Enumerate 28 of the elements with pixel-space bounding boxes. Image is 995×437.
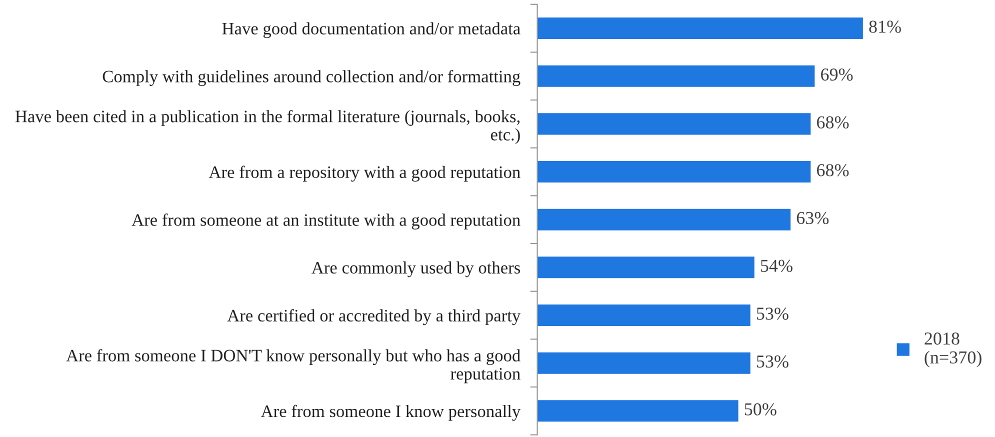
bar (537, 352, 750, 374)
bar (537, 113, 811, 135)
data-label: 69% (821, 68, 853, 81)
y-tick-label: Comply with guidelines around collection and/or formatting (102, 70, 520, 86)
y-tick-label: Have been cited in a publication in the formal literature (journals, books, etc.) (15, 110, 520, 144)
data-label: 54% (760, 260, 792, 272)
data-label: 53% (756, 308, 788, 320)
bar (537, 208, 791, 230)
data-label: 81% (869, 20, 901, 33)
y-tick-label: Are certified or accredited by a third party (227, 309, 521, 326)
data-label: 68% (817, 116, 849, 129)
y-tick-label: Are commonly used by others (312, 261, 520, 278)
bar (537, 18, 863, 40)
y-tick-label: Are from someone at an institute with a good reputation (132, 213, 520, 230)
legend-label: 2018 (n=370) (924, 332, 982, 368)
y-tick-label: Are from someone I know personally (260, 404, 521, 421)
bar (537, 400, 738, 422)
y-tick-label: Are from someone I DON'T know personally but who has a good reputation (66, 349, 520, 384)
y-tick-label: Are from a repository with a good reputation (208, 166, 520, 182)
bar (537, 256, 754, 278)
bar (537, 304, 750, 326)
data-label: 50% (744, 403, 776, 416)
y-tick-label: Have good documentation and/or metadata (222, 22, 520, 38)
bar (537, 65, 815, 87)
bar (537, 161, 811, 183)
data-label: 68% (817, 164, 849, 176)
data-label: 53% (756, 355, 788, 368)
data-label: 63% (796, 212, 829, 224)
